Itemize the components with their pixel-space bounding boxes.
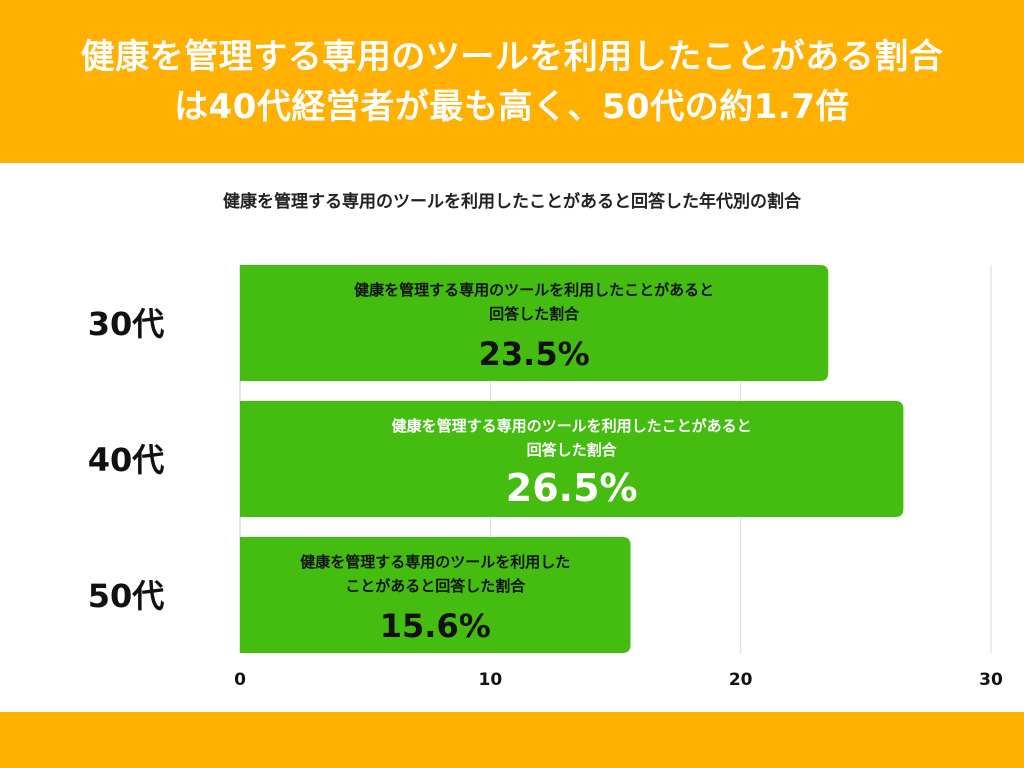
bar-3 — [240, 537, 631, 653]
x-tick-label-10: 10 — [478, 670, 502, 690]
header-banner: 健康を管理する専用のツールを利用したことがある割合 は40代経営者が最も高く、5… — [0, 0, 1024, 163]
x-tick-label-20: 20 — [729, 670, 753, 690]
bar-caption-1-line-2: 回答した割合 — [489, 305, 580, 323]
chart-title: 健康を管理する専用のツールを利用したことがあると回答した年代別の割合 — [223, 192, 801, 212]
category-label-2: 40代 — [88, 441, 165, 479]
page-title-line-2: は40代経営者が最も高く、50代の約1.7倍 — [174, 86, 850, 127]
bar-caption-2-line-2: 回答した割合 — [527, 441, 618, 459]
bar-value-label-3: 15.6% — [380, 607, 491, 645]
bar-2 — [240, 401, 904, 517]
category-label-3: 50代 — [88, 577, 165, 615]
bar-value-label-1: 23.5% — [479, 335, 590, 373]
bar-1 — [240, 265, 829, 381]
x-tick-label-0: 0 — [234, 670, 246, 690]
page-title-line-1: 健康を管理する専用のツールを利用したことがある割合 — [80, 36, 944, 77]
footer-banner — [0, 712, 1024, 768]
bar-caption-3-line-1: 健康を管理する専用のツールを利用した — [300, 553, 570, 571]
bar-value-label-2: 26.5% — [506, 466, 638, 510]
x-tick-label-30: 30 — [979, 670, 1003, 690]
bar-caption-1-line-1: 健康を管理する専用のツールを利用したことがあると — [354, 281, 714, 299]
category-label-1: 30代 — [88, 305, 165, 343]
bar-caption-2-line-1: 健康を管理する専用のツールを利用したことがあると — [392, 417, 752, 435]
bar-caption-3-line-2: ことがあると回答した割合 — [345, 577, 526, 595]
